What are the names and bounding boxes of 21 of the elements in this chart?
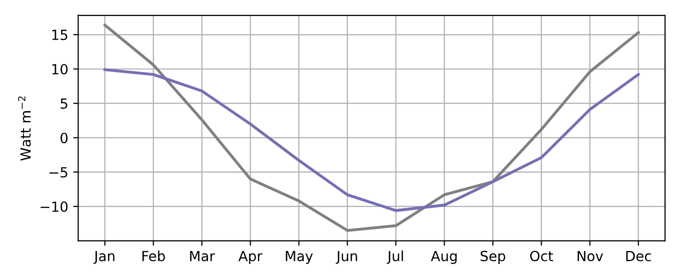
x-tick-label: Aug bbox=[430, 250, 457, 264]
y-tick-label: −5 bbox=[49, 167, 68, 178]
x-tick-label: Mar bbox=[190, 250, 215, 262]
x-tick-label: Jul bbox=[386, 250, 403, 264]
y-axis-title: Watt m$^{−2}$ bbox=[18, 96, 31, 161]
line-series bbox=[103, 68, 640, 212]
x-tick-label: May bbox=[286, 250, 313, 264]
x-tick-label: Apr bbox=[238, 250, 262, 264]
x-tick-label: Jun bbox=[336, 250, 358, 264]
line-series bbox=[103, 24, 640, 232]
x-tick-label: Sep bbox=[480, 250, 506, 264]
x-tick-label: Feb bbox=[142, 250, 165, 262]
x-tick-label: Jan bbox=[93, 250, 114, 264]
y-tick-label: 0 bbox=[60, 132, 68, 144]
y-tick-label: 5 bbox=[60, 98, 68, 109]
x-tick-label: Dec bbox=[626, 250, 651, 262]
y-tick-label: 10 bbox=[52, 64, 68, 74]
y-tick-label: −10 bbox=[40, 201, 68, 212]
x-tick-label: Nov bbox=[578, 250, 604, 262]
x-tick-label: Oct bbox=[530, 250, 554, 262]
y-tick-label: 15 bbox=[52, 30, 68, 40]
